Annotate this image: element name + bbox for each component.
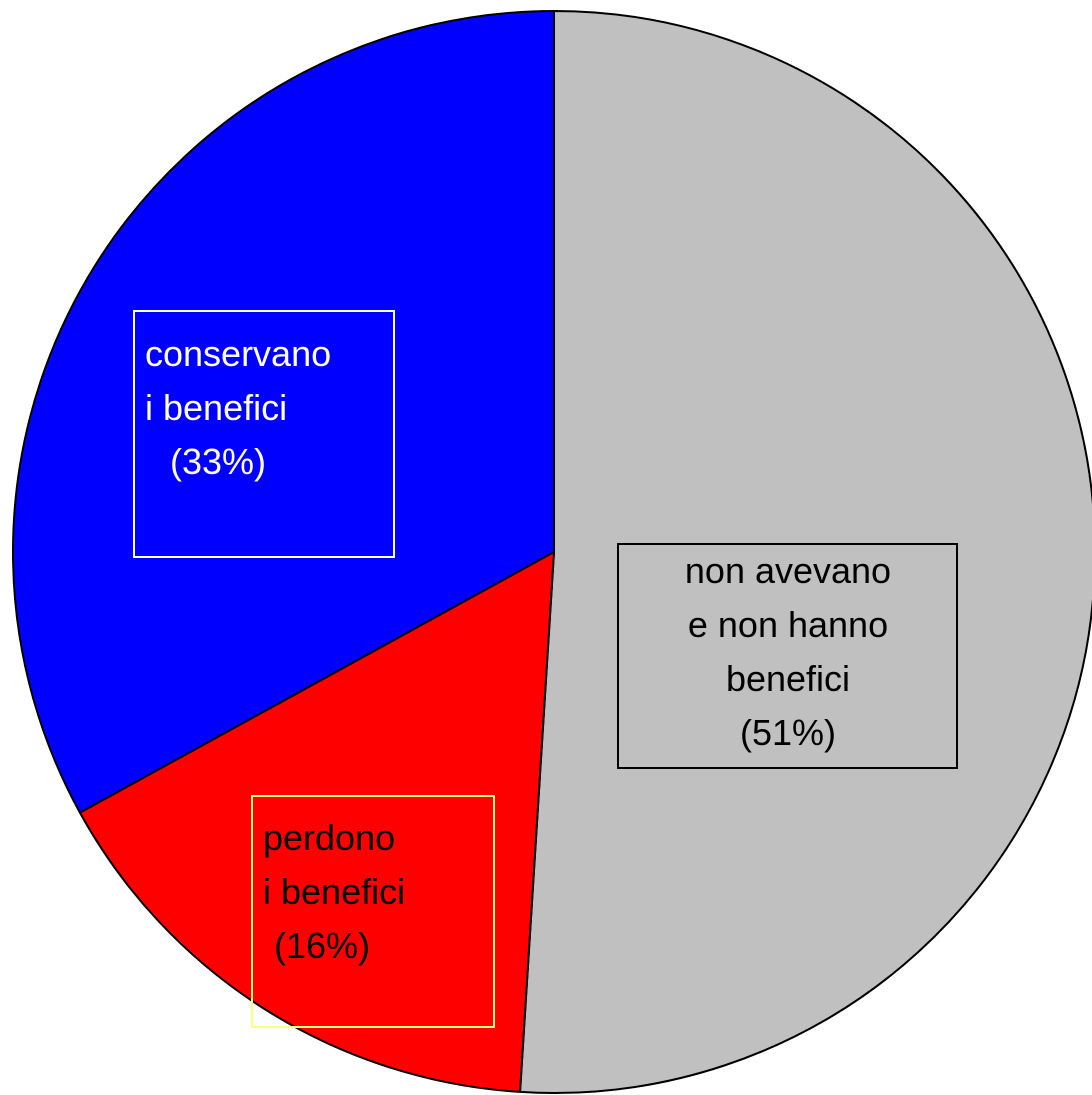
slice-labels: non avevano e non hanno benefici (51%) perdo…: [133, 310, 958, 1028]
pie-slice-0: [519, 10, 1092, 1094]
slice-label-1: perdono i benefici (16%): [251, 795, 495, 1028]
slice-label-line: conservano: [145, 333, 331, 374]
slice-label-line: non avevano: [685, 550, 891, 591]
slice-label-box-1: [251, 795, 495, 1028]
slice-label-line: e non hanno: [688, 604, 888, 645]
slice-label-line: perdono: [263, 817, 395, 858]
slice-label-0: non avevano e non hanno benefici (51%): [617, 543, 958, 769]
slice-label-line: i benefici: [263, 871, 405, 912]
pie-slices: [12, 10, 1092, 1094]
slice-label-line: i benefici: [145, 387, 287, 428]
slice-label-line: (33%): [170, 441, 266, 482]
slice-label-line: (16%): [274, 925, 370, 966]
pie-slice-2: [12, 10, 555, 814]
slice-label-2: conservano i benefici (33%): [133, 310, 395, 558]
slice-label-line: (51%): [740, 712, 836, 753]
slice-label-box-0: [617, 543, 958, 769]
pie-slice-1: [78, 551, 555, 1093]
slice-label-box-2: [133, 310, 395, 558]
slice-label-line: benefici: [726, 658, 850, 699]
